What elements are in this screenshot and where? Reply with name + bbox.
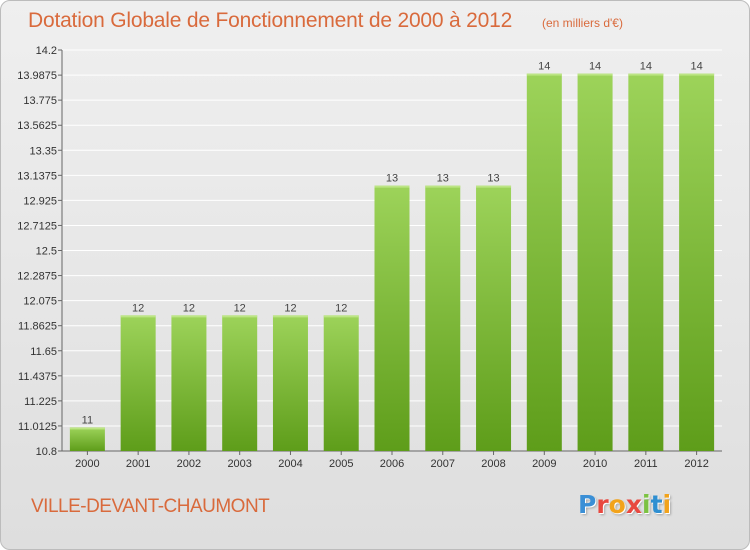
bar-value-label: 14 <box>640 61 652 73</box>
x-tick-labels: 2000 2001 2002 2003 2004 2005 2006 2007 2008 2009… <box>75 458 709 470</box>
x-tick-label: 2005 <box>329 458 353 470</box>
x-tick-label: 2011 <box>634 458 658 470</box>
bar-value-label: 14 <box>538 61 550 73</box>
bar <box>69 427 105 451</box>
bar-highlight <box>425 185 461 188</box>
bar-value-label: 13 <box>487 173 499 185</box>
bar-highlight <box>526 73 562 76</box>
logo-letter: r <box>596 490 609 519</box>
bar <box>628 73 664 452</box>
y-tick-label: 13.5625 <box>17 120 57 132</box>
logo-letter: i <box>642 490 651 519</box>
y-tick-label: 12.5 <box>36 246 57 258</box>
y-tick-label: 10.8 <box>36 446 57 458</box>
y-tick-label: 12.075 <box>23 296 57 308</box>
x-tick-label: 2000 <box>75 458 99 470</box>
x-tick-label: 2010 <box>583 458 607 470</box>
logo-letter: i <box>662 490 672 519</box>
chart-subtitle: (en milliers d'€) <box>542 16 623 30</box>
bar-value-label: 14 <box>589 61 601 73</box>
y-tick-label: 14.2 <box>36 45 57 57</box>
bar-highlight <box>476 185 512 188</box>
bar-value-label: 14 <box>690 61 702 73</box>
bar-highlight <box>628 73 664 76</box>
bar-value-label: 12 <box>284 302 296 314</box>
chart-title: Dotation Globale de Fonctionnement de 20… <box>28 9 513 32</box>
y-tick-label: 11.225 <box>24 396 57 408</box>
bar-value-label: 13 <box>437 173 449 185</box>
data-labels: 11 12 12 12 12 12 13 13 13 14 14 14 14 <box>82 61 703 427</box>
bar <box>222 315 258 451</box>
proxiti-logo[interactable]: Proxiti <box>578 490 671 519</box>
bar <box>577 73 613 452</box>
bar-value-label: 11 <box>82 414 93 426</box>
bar-highlight <box>272 315 308 318</box>
logo-letter: t <box>650 490 663 519</box>
bar-highlight <box>171 315 207 318</box>
y-tick-labels: 10.8 11.0125 11.225 11.4375 11.65 11.8625 12.0… <box>17 45 57 458</box>
bar <box>679 73 715 452</box>
x-tick-label: 2009 <box>532 458 556 470</box>
y-tick-label: 13.9875 <box>17 70 57 82</box>
logo-letter: o <box>608 490 626 519</box>
x-tick-label: 2002 <box>177 458 201 470</box>
x-tick-label: 2004 <box>278 458 302 470</box>
bar-highlight <box>120 315 156 318</box>
x-tick-label: 2012 <box>684 458 708 470</box>
bar-value-label: 12 <box>335 302 347 314</box>
y-tick-label: 13.1375 <box>17 170 57 182</box>
bar <box>272 315 308 451</box>
bar-highlight <box>374 185 410 188</box>
y-tick-label: 13.35 <box>29 145 57 157</box>
x-tick-label: 2001 <box>126 458 150 470</box>
bar <box>120 315 156 451</box>
y-tick-label: 11.0125 <box>18 421 57 433</box>
bar-highlight <box>577 73 613 76</box>
logo-letter: P <box>578 490 597 519</box>
bar-highlight <box>679 73 715 76</box>
y-tick-label: 11.65 <box>30 346 57 358</box>
bar <box>171 315 207 451</box>
x-tick-label: 2008 <box>481 458 505 470</box>
x-tick-label: 2006 <box>380 458 404 470</box>
y-tick-label: 12.925 <box>23 195 57 207</box>
x-tick-label: 2007 <box>431 458 455 470</box>
bar <box>425 185 461 451</box>
bar <box>526 73 562 452</box>
bar <box>476 185 512 451</box>
bar-value-label: 13 <box>386 173 398 185</box>
bar-highlight <box>323 315 359 318</box>
y-tick-label: 13.775 <box>23 95 57 107</box>
y-tick-label: 11.4375 <box>18 371 57 383</box>
y-tick-label: 12.2875 <box>17 271 57 283</box>
bar <box>323 315 359 451</box>
bar-value-label: 12 <box>234 302 246 314</box>
bar-highlight <box>222 315 258 318</box>
y-tick-label: 12.7125 <box>17 220 57 232</box>
commune-name: VILLE-DEVANT-CHAUMONT <box>31 496 270 517</box>
bar <box>374 185 410 451</box>
bar-value-label: 12 <box>183 302 195 314</box>
y-tick-label: 11.8625 <box>18 321 57 333</box>
bar-highlight <box>69 427 105 430</box>
logo-letter: x <box>625 490 642 519</box>
bars <box>69 73 715 452</box>
bar-value-label: 12 <box>132 302 144 314</box>
x-tick-label: 2003 <box>227 458 251 470</box>
